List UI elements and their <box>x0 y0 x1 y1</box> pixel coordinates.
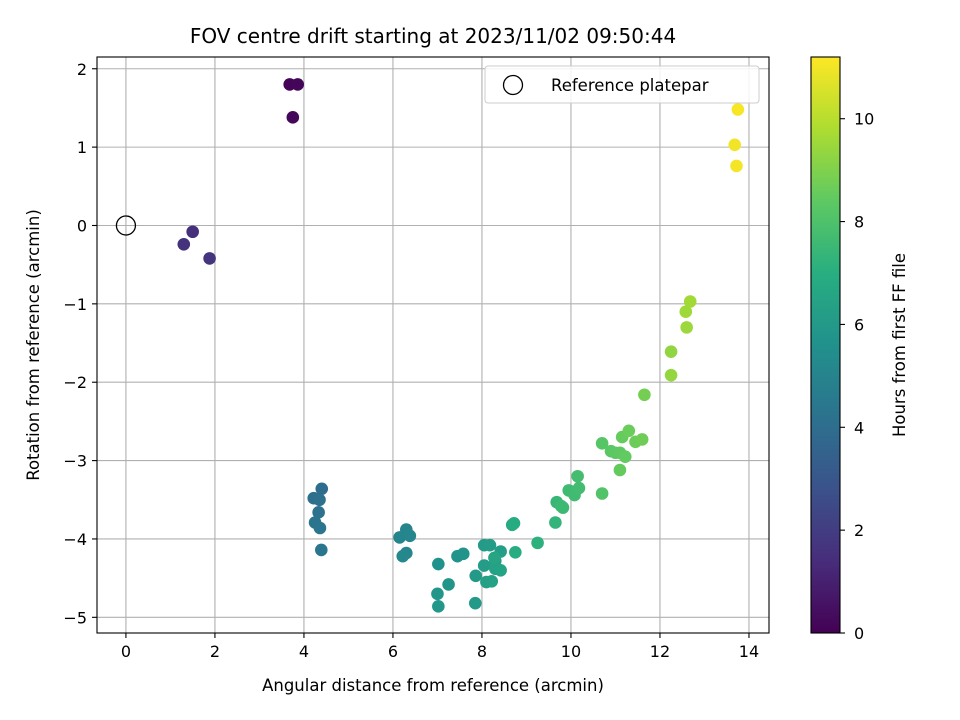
colorbar: 0 2 4 6 8 10 Hours from first FF file <box>810 56 909 643</box>
data-point <box>396 549 410 563</box>
data-point <box>442 578 455 591</box>
data-point <box>679 305 693 318</box>
data-point <box>664 345 678 358</box>
data-point <box>483 538 497 552</box>
data-point <box>469 569 483 583</box>
y-axis-label: Rotation from reference (arcmin) <box>24 209 43 481</box>
data-point <box>313 521 327 535</box>
data-point <box>286 111 300 124</box>
data-point <box>635 433 649 446</box>
data-point <box>488 551 501 565</box>
x-axis-ticks: 0 2 4 6 8 10 12 14 <box>121 633 759 661</box>
data-point <box>291 78 305 91</box>
y-tick-label: −2 <box>63 373 87 392</box>
data-point <box>509 545 522 559</box>
colorbar-tick-label: 2 <box>854 521 864 540</box>
data-point <box>638 388 651 402</box>
x-tick-label: 14 <box>739 642 759 661</box>
data-point <box>177 237 191 251</box>
x-tick-label: 8 <box>477 642 487 661</box>
data-point <box>494 564 507 577</box>
y-tick-label: 2 <box>77 60 87 79</box>
data-point <box>554 499 568 513</box>
data-point <box>683 295 697 308</box>
x-tick-label: 4 <box>299 642 309 661</box>
data-point <box>456 547 470 561</box>
y-tick-label: −4 <box>63 530 87 549</box>
colorbar-tick-label: 6 <box>854 315 864 334</box>
data-point <box>312 506 325 519</box>
data-point <box>432 600 445 613</box>
colorbar-label: Hours from first FF file <box>890 253 909 437</box>
colorbar-tick-label: 0 <box>854 624 864 643</box>
data-point <box>203 252 216 265</box>
data-point <box>622 424 636 438</box>
data-points <box>177 78 745 613</box>
data-point <box>477 559 491 572</box>
legend-box <box>484 65 760 104</box>
data-point <box>507 516 521 530</box>
x-axis-label: Angular distance from reference (arcmin) <box>262 676 604 695</box>
colorbar-ticks: 0 2 4 6 8 10 <box>840 110 874 643</box>
colorbar-tick-label: 10 <box>854 110 874 129</box>
legend-marker-icon <box>502 74 524 96</box>
legend-label: Reference platepar <box>551 76 709 95</box>
x-tick-label: 2 <box>210 642 220 661</box>
chart-title: FOV centre drift starting at 2023/11/02 … <box>190 24 676 48</box>
data-point <box>531 536 544 550</box>
data-point <box>315 482 329 496</box>
y-axis-ticks: 2 1 0 −1 −2 −3 −4 −5 <box>63 60 97 627</box>
data-point <box>595 437 609 450</box>
data-point <box>485 574 499 588</box>
colorbar-tick-label: 8 <box>854 213 864 232</box>
data-point <box>431 587 444 601</box>
data-point <box>314 543 328 557</box>
data-point <box>571 469 584 483</box>
data-point <box>595 487 609 500</box>
data-point <box>468 596 482 610</box>
data-point <box>572 481 586 495</box>
data-point <box>393 531 406 544</box>
data-point <box>680 321 693 334</box>
data-point <box>730 159 743 173</box>
data-point <box>618 450 632 463</box>
data-point <box>731 103 745 116</box>
data-point <box>728 138 742 152</box>
x-tick-label: 0 <box>121 642 131 661</box>
colorbar-gradient <box>810 56 841 634</box>
reference-marker <box>115 215 137 236</box>
data-point <box>432 557 445 571</box>
y-tick-label: −5 <box>63 608 87 627</box>
y-tick-label: −3 <box>63 452 87 471</box>
y-tick-label: 1 <box>77 138 87 157</box>
grid <box>97 57 769 633</box>
legend: Reference platepar <box>484 65 760 104</box>
x-tick-label: 10 <box>561 642 581 661</box>
data-point <box>403 529 417 543</box>
plot-frame <box>96 56 770 634</box>
reference-point <box>115 215 137 236</box>
y-tick-label: 0 <box>77 216 87 235</box>
data-point <box>313 493 326 507</box>
data-point <box>549 516 562 529</box>
data-point <box>186 225 199 239</box>
x-tick-label: 12 <box>650 642 670 661</box>
data-point <box>664 368 678 382</box>
colorbar-tick-label: 4 <box>854 418 864 437</box>
data-point <box>613 463 627 477</box>
y-tick-label: −1 <box>63 295 87 314</box>
x-tick-label: 6 <box>388 642 398 661</box>
